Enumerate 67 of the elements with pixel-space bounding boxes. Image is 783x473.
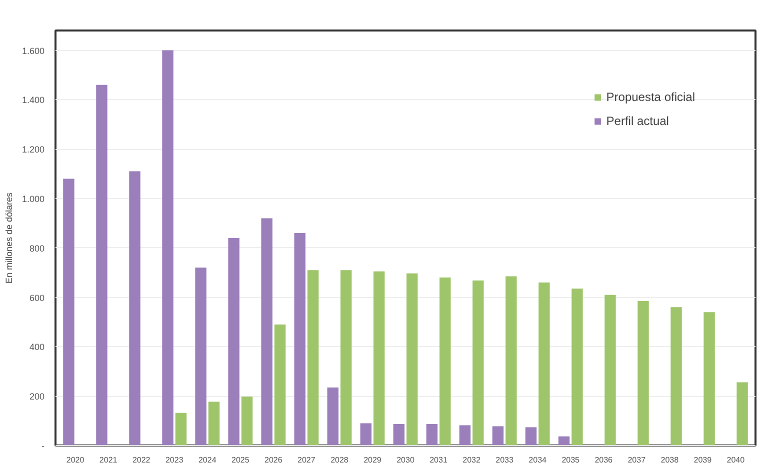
- bar: [96, 84, 108, 446]
- bar: [63, 178, 74, 446]
- bar: [506, 276, 517, 446]
- x-tick-label: 2023: [165, 456, 184, 464]
- bar: [558, 436, 570, 446]
- bar: [195, 268, 206, 446]
- bar: [373, 271, 385, 446]
- bar: [241, 396, 253, 446]
- bar: [274, 324, 286, 446]
- x-tick-label: 2028: [330, 456, 349, 464]
- y-tick-label: 800: [29, 243, 45, 254]
- legend-label: Perfil actual: [606, 114, 669, 128]
- x-tick-label: 2033: [496, 456, 514, 464]
- bar: [638, 300, 649, 446]
- bar: [538, 282, 550, 446]
- x-tick-label: 2030: [396, 456, 415, 464]
- bar: [307, 270, 319, 446]
- y-tick-label: 600: [29, 292, 45, 303]
- x-tick-label: 2024: [198, 456, 217, 464]
- x-tick-label: 2027: [298, 456, 316, 464]
- bar: [704, 312, 715, 446]
- bar: [360, 423, 372, 446]
- x-tick-label: 2020: [66, 456, 85, 464]
- x-tick-label: 2040: [726, 456, 746, 464]
- bar: [604, 294, 616, 446]
- bar: [670, 307, 682, 446]
- x-tick-label: 2034: [528, 456, 548, 464]
- x-tick-label: 2036: [594, 456, 614, 464]
- y-tick-label: 200: [29, 392, 45, 402]
- bar: [406, 273, 418, 446]
- bar: [440, 278, 451, 446]
- x-tick-label: 2029: [364, 456, 382, 464]
- bar: [426, 424, 438, 446]
- x-tick-label: 2022: [132, 456, 151, 464]
- y-tick-label: 1.000: [22, 194, 45, 204]
- x-tick-label: 2021: [99, 456, 118, 464]
- bar: [162, 50, 174, 446]
- y-axis-title: En millones de dólares: [4, 192, 14, 284]
- bar: [327, 387, 338, 446]
- x-tick-label: 2037: [628, 456, 646, 464]
- bar: [294, 233, 306, 446]
- bar: [261, 218, 272, 446]
- bar: [175, 412, 187, 446]
- bar: [572, 288, 583, 446]
- y-tick-label: 400: [29, 342, 45, 352]
- bar: [736, 382, 748, 446]
- bar: [208, 402, 220, 446]
- x-tick-label: 2026: [264, 456, 283, 464]
- bar: [492, 426, 504, 446]
- y-tick-label: 1.400: [22, 95, 45, 106]
- bar: [393, 424, 405, 446]
- legend-label: Propuesta oficial: [606, 90, 695, 104]
- bar: [472, 280, 484, 446]
- x-tick-label: 2035: [562, 456, 580, 464]
- bar: [228, 238, 240, 446]
- x-tick-label: 2038: [660, 456, 680, 464]
- x-tick-label: 2039: [694, 456, 712, 464]
- y-tick-label: 1.200: [22, 144, 45, 155]
- y-tick-label: -: [42, 441, 45, 451]
- bar: [525, 427, 537, 446]
- x-tick-label: 2025: [232, 456, 250, 464]
- y-tick-label: 1.600: [22, 46, 45, 56]
- bar: [129, 171, 140, 446]
- bar: [340, 270, 352, 446]
- x-tick-label: 2032: [462, 456, 481, 464]
- x-tick-label: 2031: [430, 456, 448, 464]
- bar: [459, 425, 471, 446]
